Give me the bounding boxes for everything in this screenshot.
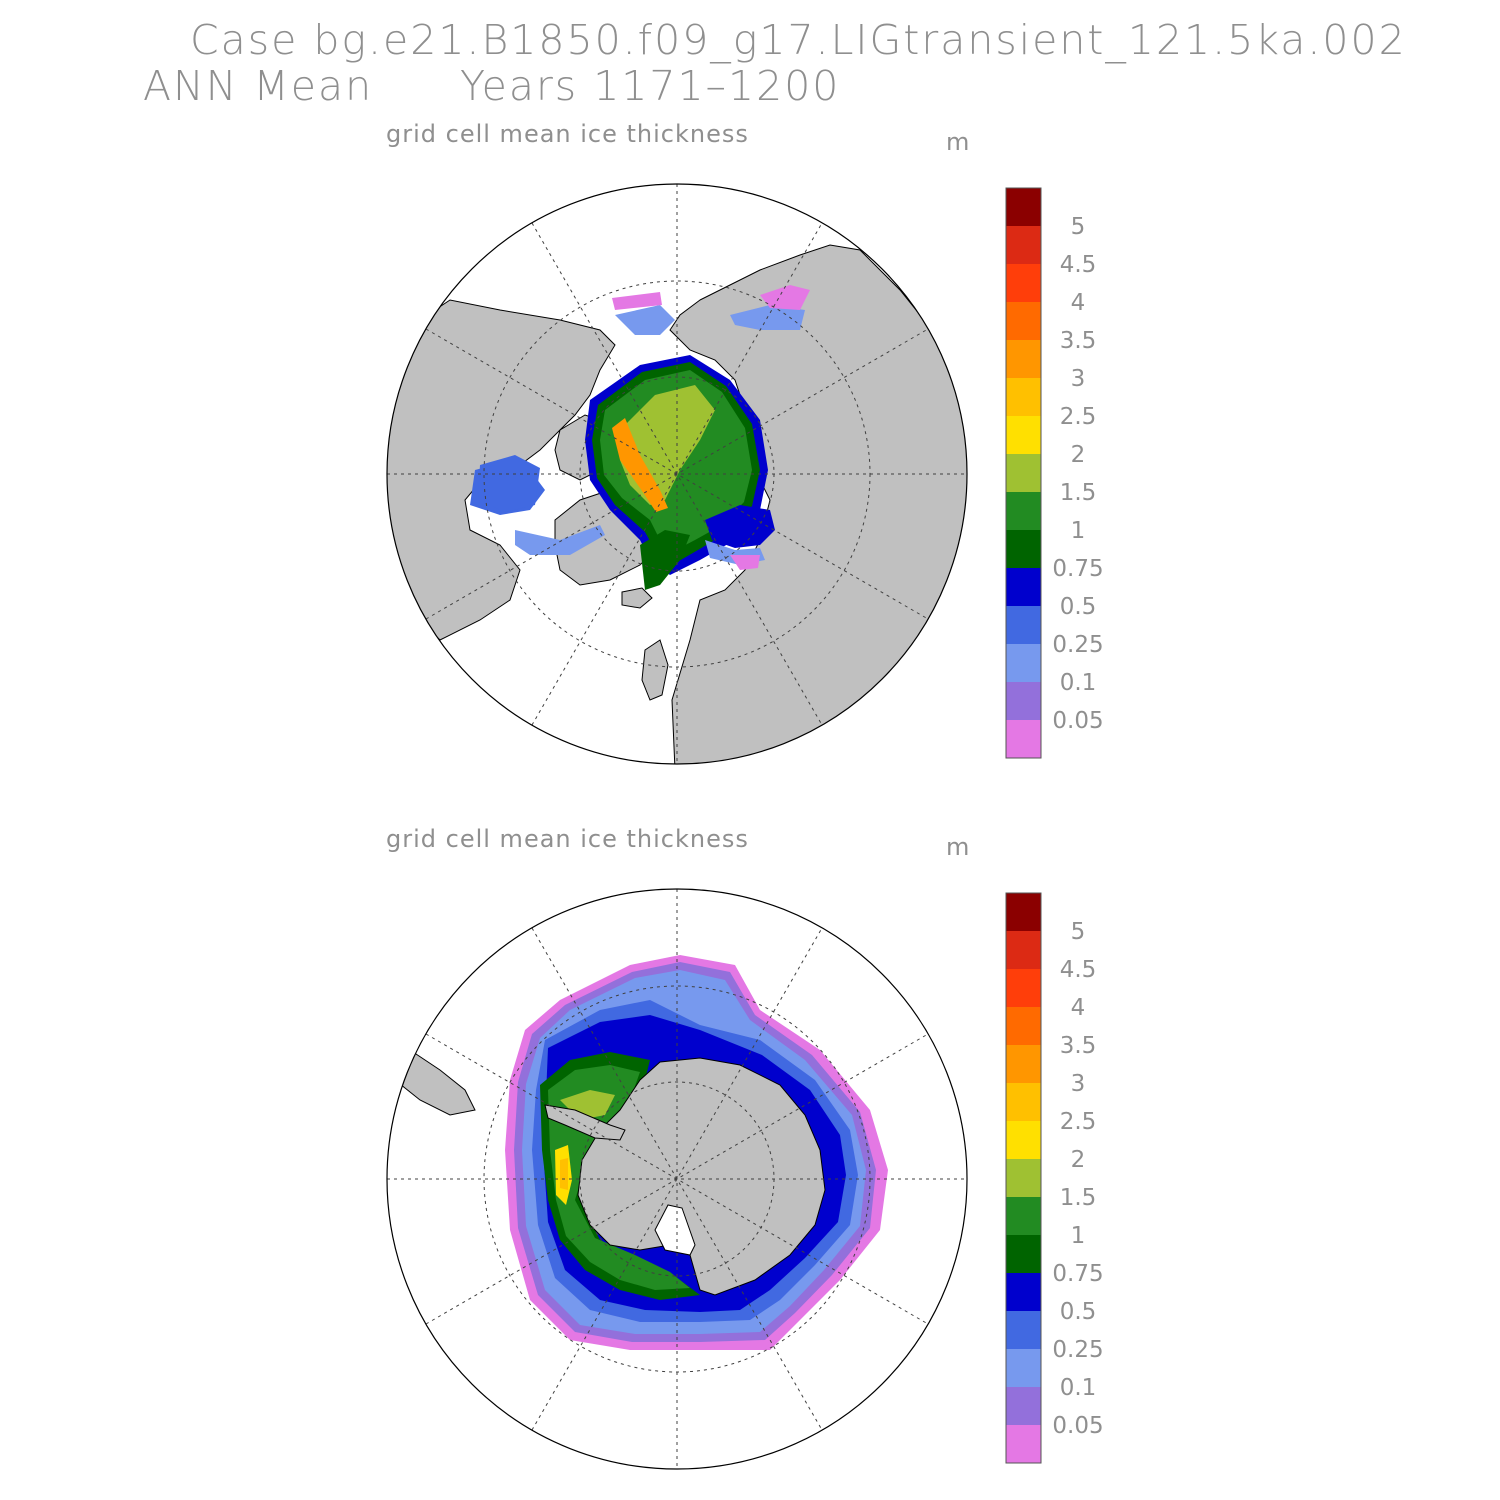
south-colorbar: 5 4.5 4 3.5 3 2.5 2 1.5 1 0.75 0.5 0.25 0.1 0.05 (1005, 892, 1104, 1464)
colorbar-tick-label: 1 (1071, 518, 1086, 544)
colorbar-tick-label: 3.5 (1060, 1033, 1097, 1059)
colorbar-swatch (1006, 1159, 1041, 1197)
south-land-peninsula (544, 1104, 626, 1141)
colorbar-swatch (1006, 893, 1041, 931)
colorbar-swatch (1006, 1045, 1041, 1083)
colorbar-swatch (1006, 530, 1041, 568)
north-graticule (387, 184, 967, 764)
colorbar-swatch (1006, 1197, 1041, 1235)
colorbar-swatch (1006, 568, 1041, 606)
colorbar-swatch (1006, 188, 1041, 226)
colorbar-swatch (1006, 226, 1041, 264)
north-hudson-bay-ice (478, 455, 540, 512)
colorbar-swatch (1006, 969, 1041, 1007)
colorbar-tick-label: 0.5 (1060, 594, 1097, 620)
north-barents-blue (705, 505, 775, 548)
colorbar-tick-label: 0.75 (1052, 1261, 1103, 1287)
colorbar-tick-label: 3.5 (1060, 328, 1097, 354)
south-land-ross-shelf (654, 1204, 696, 1256)
south-land-antarctica (577, 1057, 826, 1296)
colorbar-swatch (1006, 682, 1041, 720)
colorbar-tick-label: 1.5 (1060, 480, 1097, 506)
colorbar-tick-label: 1.5 (1060, 1185, 1097, 1211)
ice-band-south-orange (560, 1158, 568, 1190)
colorbar-swatch (1006, 1007, 1041, 1045)
case-title: Case bg.e21.B1850.f09_g17.LIGtransient_1… (190, 16, 1407, 64)
colorbar-swatch (1006, 378, 1041, 416)
colorbar-tick-label: 3 (1071, 366, 1086, 392)
colorbar-swatch (1006, 340, 1041, 378)
north-okhotsk-pink (760, 285, 810, 310)
colorbar-tick-label: 2 (1071, 1147, 1086, 1173)
south-panel-title: grid cell mean ice thickness (386, 825, 749, 853)
colorbar-swatch (1006, 1235, 1041, 1273)
colorbar-tick-label: 0.75 (1052, 556, 1103, 582)
colorbar-frame (1005, 892, 1042, 1464)
colorbar-tick-label: 4.5 (1060, 957, 1097, 983)
colorbar-tick-label: 0.05 (1052, 1413, 1103, 1439)
colorbar-frame (1005, 187, 1042, 759)
ice-band-north-thick-edge (612, 418, 668, 512)
colorbar-swatch (1006, 1425, 1041, 1463)
colorbar-swatch (1006, 1083, 1041, 1121)
colorbar-swatch (1006, 264, 1041, 302)
north-bering-pink (612, 292, 662, 310)
colorbar-tick-label: 5 (1071, 919, 1086, 945)
colorbar-tick-label: 5 (1071, 214, 1086, 240)
colorbar-swatch (1006, 1121, 1041, 1159)
north-bering-light (615, 305, 675, 335)
south-panel-units: m (946, 833, 971, 861)
north-greenland-sea-band (640, 530, 690, 590)
south-polar-map (386, 888, 968, 1470)
colorbar-swatch (1006, 416, 1041, 454)
north-land-british-isles (641, 639, 669, 701)
north-land-eurasia (669, 244, 967, 764)
years-label: Years 1171–1200 (460, 62, 841, 110)
colorbar-swatch (1006, 606, 1041, 644)
north-map-border (386, 183, 968, 765)
north-panel-title: grid cell mean ice thickness (386, 120, 749, 148)
colorbar-swatch (1006, 302, 1041, 340)
colorbar-tick-label: 0.1 (1060, 670, 1097, 696)
north-polar-map (386, 183, 968, 765)
colorbar-swatch (1006, 492, 1041, 530)
colorbar-tick-label: 2 (1071, 442, 1086, 468)
colorbar-tick-label: 1 (1071, 1223, 1086, 1249)
period-label: ANN Mean (143, 62, 374, 110)
colorbar-swatch (1006, 931, 1041, 969)
south-map-border (386, 888, 968, 1470)
colorbar-swatch (1006, 1273, 1041, 1311)
south-graticule (387, 889, 967, 1469)
colorbar-tick-label: 4 (1071, 290, 1086, 316)
colorbar-tick-label: 0.25 (1052, 1337, 1103, 1363)
north-barents-pink (730, 555, 760, 570)
north-land-north-america (387, 299, 616, 641)
north-labrador-light (515, 525, 605, 555)
colorbar-swatch (1006, 720, 1041, 758)
north-panel-units: m (946, 128, 971, 156)
colorbar-tick-label: 0.05 (1052, 708, 1103, 734)
north-colorbar: 5 4.5 4 3.5 3 2.5 2 1.5 1 0.75 0.5 0.25 0.1 0.05 (1005, 187, 1104, 759)
colorbar-tick-label: 4.5 (1060, 252, 1097, 278)
colorbar-swatch (1006, 1387, 1041, 1425)
colorbar-swatch (1006, 454, 1041, 492)
colorbar-tick-label: 4 (1071, 995, 1086, 1021)
colorbar-tick-label: 3 (1071, 1071, 1086, 1097)
colorbar-tick-label: 0.5 (1060, 1299, 1097, 1325)
colorbar-tick-label: 0.1 (1060, 1375, 1097, 1401)
colorbar-swatch (1006, 644, 1041, 682)
colorbar-tick-label: 2.5 (1060, 1109, 1097, 1135)
colorbar-tick-label: 2.5 (1060, 404, 1097, 430)
colorbar-tick-label: 0.25 (1052, 632, 1103, 658)
colorbar-swatch (1006, 1311, 1041, 1349)
north-land-iceland (621, 587, 653, 609)
colorbar-swatch (1006, 1349, 1041, 1387)
